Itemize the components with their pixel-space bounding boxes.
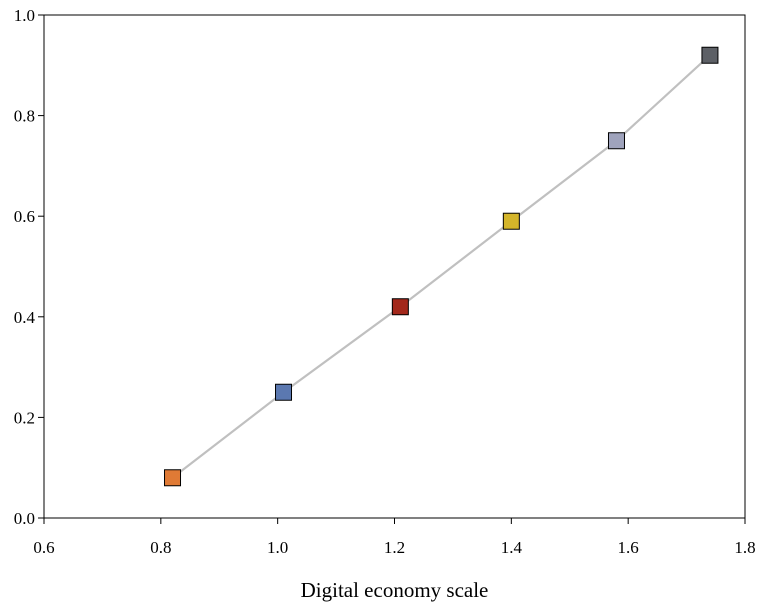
- data-point: [391, 298, 409, 316]
- plot-area: [43, 14, 746, 519]
- y-axis-ticks: 0.0 0.2 0.4 0.6 0.8 1.0: [14, 6, 44, 528]
- data-point: [701, 46, 719, 64]
- x-tick-label: 1.4: [501, 538, 523, 557]
- y-tick-label: 0.8: [14, 107, 35, 126]
- x-axis-ticks: 0.6 0.8 1.0 1.2 1.4 1.6 1.8: [33, 518, 756, 557]
- x-tick-label: 1.0: [267, 538, 288, 557]
- y-tick-label: 0.2: [14, 408, 35, 427]
- x-tick-label: 0.8: [150, 538, 171, 557]
- y-tick-label: 0.6: [14, 207, 35, 226]
- x-tick-label: 0.6: [33, 538, 54, 557]
- x-tick-label: 1.2: [384, 538, 405, 557]
- data-point: [502, 212, 520, 230]
- x-tick-label: 1.8: [734, 538, 755, 557]
- y-tick-label: 1.0: [14, 6, 35, 25]
- y-tick-label: 0.0: [14, 509, 35, 528]
- x-axis-title: Digital economy scale: [301, 578, 489, 602]
- data-point: [607, 132, 625, 150]
- y-tick-label: 0.4: [14, 308, 36, 327]
- data-point: [164, 469, 182, 487]
- series-line: [171, 54, 711, 479]
- x-tick-label: 1.6: [618, 538, 639, 557]
- data-point: [275, 383, 293, 401]
- data-points: [164, 46, 719, 487]
